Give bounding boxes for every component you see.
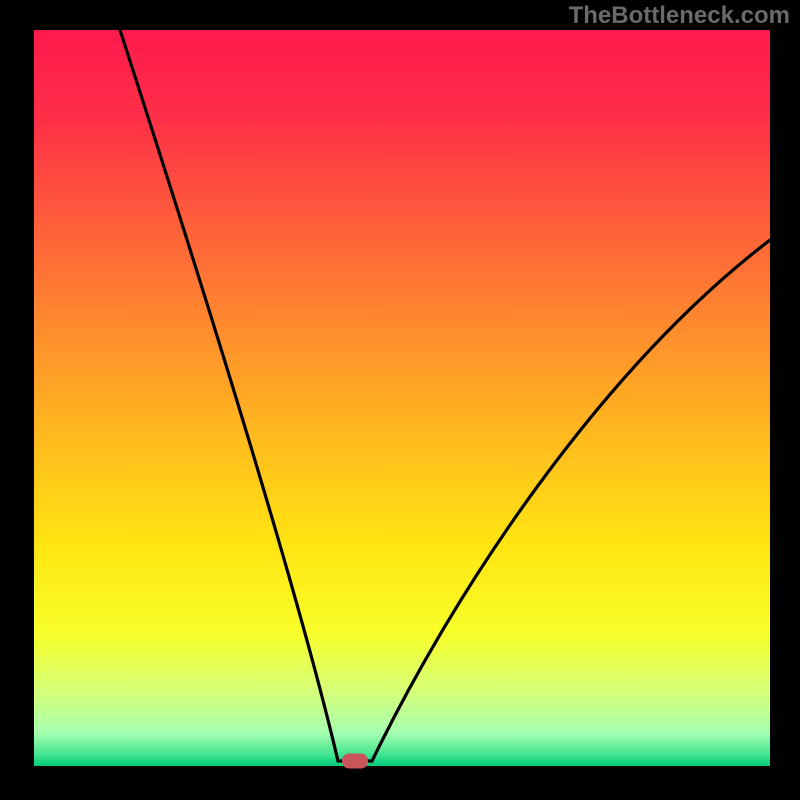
plot-background (34, 30, 770, 766)
chart-container: TheBottleneck.com (0, 0, 800, 800)
watermark-text: TheBottleneck.com (569, 2, 790, 30)
optimal-point-marker (342, 754, 368, 769)
bottleneck-chart (0, 0, 800, 800)
